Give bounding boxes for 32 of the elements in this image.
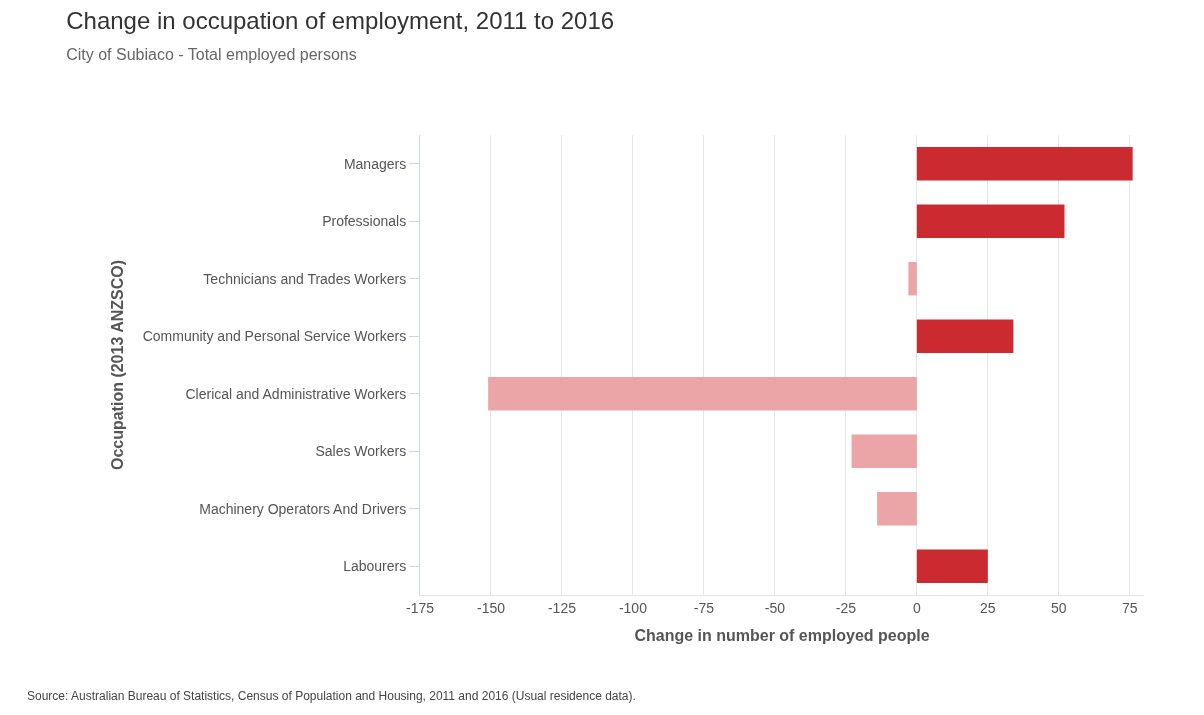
x-tick-label: -100 [618,599,648,616]
y-axis-title: Occupation (2013 ANZSCO) [108,259,126,471]
x-tick-label: 75 [1122,599,1138,616]
x-tick-label: 50 [1051,599,1067,616]
bar [916,549,988,583]
x-tick-label: 0 [912,599,921,616]
bar [916,147,1133,181]
x-tick-label: 25 [980,599,996,616]
y-tick-label: Sales Workers [315,443,407,460]
source-note: Source: Australian Bureau of Statistics, Census of Population and Housing, 2011 and 2016 (Usual residence data). [27,689,636,703]
x-tick-label: -25 [835,599,857,616]
y-tick-label: Community and Personal Service Workers [142,328,407,345]
text: City of Subiaco - Total employed persons [66,45,357,63]
bar [851,434,917,468]
y-tick-label: Professionals [322,213,407,230]
x-tick-label: -75 [693,599,715,616]
x-tick-label: -175 [405,599,435,616]
x-tick-label: -50 [764,599,786,616]
bar [908,262,917,296]
x-tick-label: -125 [547,599,577,616]
x-axis-title: Change in number of employed people [634,627,930,645]
bar [488,377,917,411]
x-tick-label: -150 [476,599,506,616]
bar [916,319,1014,353]
y-tick-label: Labourers [343,558,407,575]
chart-title: Change in occupation of employment, 2011 to 2016 [66,6,615,34]
y-tick-label: Technicians and Trades Workers [203,270,407,287]
y-tick-label: Clerical and Administrative Workers [185,385,407,402]
y-tick-label: Machinery Operators And Drivers [199,500,407,517]
bar [877,492,917,526]
y-tick-label: Managers [343,155,407,172]
bar [916,204,1065,238]
